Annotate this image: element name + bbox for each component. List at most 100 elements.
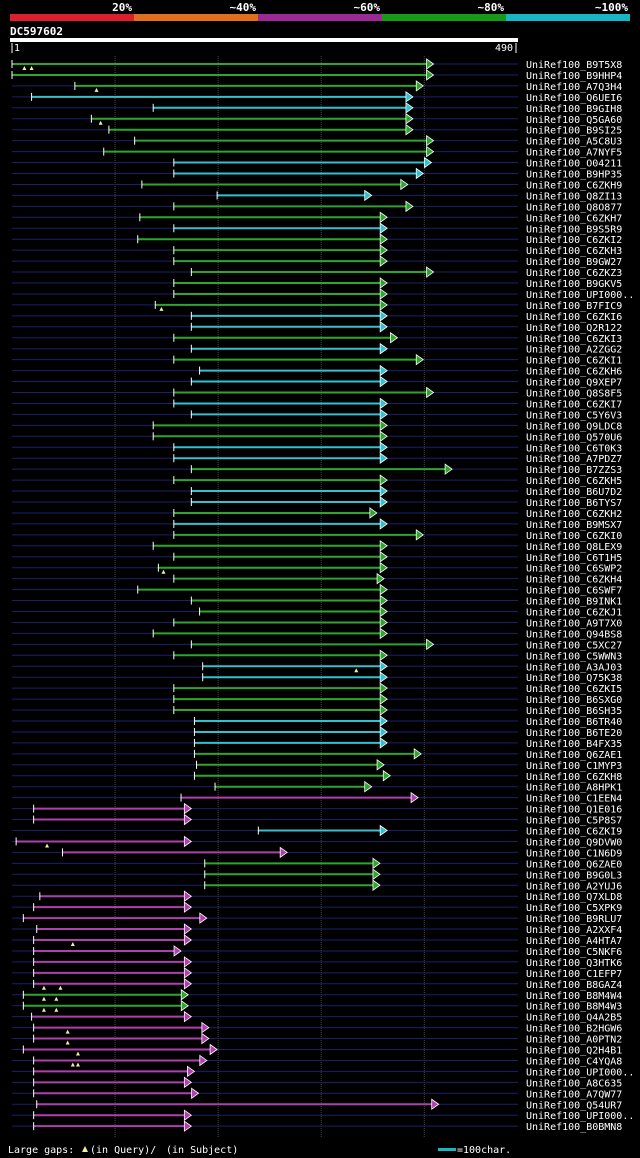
hit-row[interactable]: UniRef100_Q8S8F5	[12, 386, 622, 400]
hit-name[interactable]: UniRef100_Q9LDC8	[526, 421, 622, 432]
hit-name[interactable]: UniRef100_A9T7X0	[526, 618, 622, 629]
hit-row[interactable]: UniRef100_B6U7D2	[12, 485, 622, 498]
hit-name[interactable]: UniRef100_B4FX35	[526, 739, 622, 750]
hit-name[interactable]: UniRef100_B8M4W4	[526, 991, 622, 1002]
hit-name[interactable]: UniRef100_C6ZKH2	[526, 509, 622, 520]
hit-name[interactable]: UniRef100_UPI000..	[526, 290, 634, 301]
hit-name[interactable]: UniRef100_B9GW27	[526, 257, 622, 268]
hit-row[interactable]: UniRef100_A9T7X0	[12, 616, 622, 629]
hit-name[interactable]: UniRef100_C6ZKJ1	[526, 608, 622, 619]
hit-name[interactable]: UniRef100_C6ZKI2	[526, 235, 622, 246]
hit-row[interactable]: UniRef100_A7QW77	[12, 1087, 622, 1100]
query-id[interactable]: DC597602	[10, 25, 63, 38]
hit-name[interactable]: UniRef100_Q9DVW0	[526, 837, 622, 848]
hit-row[interactable]: UniRef100_A7NYF5	[12, 145, 622, 159]
hit-name[interactable]: UniRef100_B0BMN8	[526, 1122, 622, 1133]
hit-row[interactable]: UniRef100_B2HGW6	[12, 1021, 622, 1035]
hit-row[interactable]: UniRef100_C6ZKH4	[12, 572, 622, 586]
hit-row[interactable]: UniRef100_Q6ZAE1	[12, 748, 622, 761]
hit-row[interactable]: UniRef100_A7PDZ7	[12, 452, 622, 465]
hit-row[interactable]: UniRef100_B8M4W3	[12, 999, 622, 1013]
hit-row[interactable]: UniRef100_Q8O877	[12, 200, 622, 213]
hit-name[interactable]: UniRef100_C1EFP7	[526, 969, 622, 980]
hit-row[interactable]: UniRef100_C6ZKI2	[12, 233, 622, 246]
hit-name[interactable]: UniRef100_A4HTA7	[526, 936, 622, 947]
hit-name[interactable]: UniRef100_C1MYP3	[526, 761, 622, 772]
hit-name[interactable]: UniRef100_C1N6D9	[526, 848, 622, 859]
hit-row[interactable]: UniRef100_C6SWP2	[12, 561, 622, 575]
hit-row[interactable]: UniRef100_C6ZKH9	[12, 178, 622, 191]
hit-name[interactable]: UniRef100_C5NKF6	[526, 947, 622, 958]
hit-name[interactable]: UniRef100_C6ZKI9	[526, 827, 622, 838]
hit-row[interactable]: UniRef100_O04211	[12, 156, 622, 170]
hit-name[interactable]: UniRef100_C5Y6V3	[526, 410, 622, 421]
hit-row[interactable]: UniRef100_B9G0L3	[12, 868, 622, 881]
hit-name[interactable]: UniRef100_B8M4W3	[526, 1002, 622, 1013]
hit-name[interactable]: UniRef100_C6T0K3	[526, 443, 622, 454]
hit-name[interactable]: UniRef100_A7Q3H4	[526, 82, 622, 93]
hit-row[interactable]: UniRef100_B6TR40	[12, 715, 622, 728]
hit-name[interactable]: UniRef100_C1EEN4	[526, 794, 622, 805]
hit-name[interactable]: UniRef100_B9GKV5	[526, 279, 622, 290]
hit-name[interactable]: UniRef100_A2YUJ6	[526, 881, 622, 892]
hit-name[interactable]: UniRef100_B9RLU7	[526, 914, 622, 925]
hit-name[interactable]: UniRef100_Q8LEX9	[526, 542, 622, 553]
hit-name[interactable]: UniRef100_B9INK1	[526, 597, 622, 608]
hit-row[interactable]: UniRef100_Q8LEX9	[12, 540, 622, 553]
hit-row[interactable]: UniRef100_Q6UEI6	[12, 91, 622, 104]
hit-name[interactable]: UniRef100_C5P8S7	[526, 816, 622, 827]
hit-row[interactable]: UniRef100_UPI000..	[12, 1109, 634, 1122]
hit-row[interactable]: UniRef100_B9MSX7	[12, 518, 622, 531]
hit-row[interactable]: UniRef100_B6SXG0	[12, 693, 622, 706]
hit-row[interactable]: UniRef100_Q9LDC8	[12, 419, 622, 432]
hit-name[interactable]: UniRef100_C6ZKI3	[526, 334, 622, 345]
hit-row[interactable]: UniRef100_C6ZKH3	[12, 244, 622, 257]
hit-name[interactable]: UniRef100_C6ZKH4	[526, 575, 622, 586]
hit-row[interactable]: UniRef100_Q8ZI13	[12, 189, 622, 202]
hit-row[interactable]: UniRef100_C6ZKH2	[12, 507, 622, 520]
hit-row[interactable]: UniRef100_B6TYS7	[12, 496, 622, 509]
hit-row[interactable]: UniRef100_B0BMN8	[12, 1120, 622, 1133]
hit-name[interactable]: UniRef100_Q75K38	[526, 673, 622, 684]
hit-name[interactable]: UniRef100_B9MSX7	[526, 520, 622, 531]
hit-name[interactable]: UniRef100_A7QW77	[526, 1089, 622, 1100]
hit-row[interactable]: UniRef100_B6TE20	[12, 726, 622, 739]
hit-row[interactable]: UniRef100_A8C635	[12, 1076, 622, 1089]
hit-row[interactable]: UniRef100_C6ZKI1	[12, 353, 622, 367]
hit-name[interactable]: UniRef100_Q5GA60	[526, 115, 622, 126]
hit-row[interactable]: UniRef100_Q5GA60	[12, 112, 622, 126]
hit-row[interactable]: UniRef100_Q4A2B5	[12, 1010, 622, 1024]
hit-row[interactable]: UniRef100_B9HHP4	[11, 69, 622, 82]
hit-row[interactable]: UniRef100_C6SWF7	[12, 583, 622, 597]
hit-name[interactable]: UniRef100_O04211	[526, 159, 622, 170]
hit-row[interactable]: UniRef100_A5C8U3	[12, 134, 622, 148]
hit-name[interactable]: UniRef100_Q54UR7	[526, 1100, 622, 1111]
hit-name[interactable]: UniRef100_C6ZKI0	[526, 531, 622, 542]
hit-row[interactable]: UniRef100_A2ZGG2	[12, 342, 622, 356]
hit-name[interactable]: UniRef100_C6ZKZ3	[526, 268, 622, 279]
hit-name[interactable]: UniRef100_A2ZGG2	[526, 345, 622, 356]
hit-row[interactable]: UniRef100_Q6ZAE0	[12, 857, 622, 870]
hit-name[interactable]: UniRef100_A8HPK1	[526, 783, 622, 794]
hit-row[interactable]: UniRef100_C1N6D9	[12, 846, 622, 859]
hit-row[interactable]: UniRef100_Q75K38	[12, 671, 622, 684]
hit-name[interactable]: UniRef100_A8C635	[526, 1078, 622, 1089]
hit-row[interactable]: UniRef100_C1EEN4	[12, 791, 622, 805]
hit-name[interactable]: UniRef100_B9HP35	[526, 170, 622, 181]
hit-row[interactable]: UniRef100_C6ZKI9	[12, 824, 622, 838]
hit-name[interactable]: UniRef100_Q8O877	[526, 202, 622, 213]
hit-name[interactable]: UniRef100_C6ZKI1	[526, 356, 622, 367]
hit-name[interactable]: UniRef100_Q94BS8	[526, 629, 622, 640]
hit-name[interactable]: UniRef100_Q2H4B1	[526, 1046, 622, 1057]
hit-row[interactable]: UniRef100_Q9XEP7	[12, 375, 622, 389]
hit-row[interactable]: UniRef100_UPI000..	[12, 288, 634, 301]
hit-row[interactable]: UniRef100_A7Q3H4	[12, 80, 622, 93]
hit-name[interactable]: UniRef100_C6SWP2	[526, 564, 622, 575]
hit-row[interactable]: UniRef100_C6ZKI5	[12, 682, 622, 695]
hit-row[interactable]: UniRef100_C4YQA8	[12, 1054, 622, 1067]
hit-row[interactable]: UniRef100_A2YUJ6	[12, 879, 622, 892]
hit-name[interactable]: UniRef100_B9S5R9	[526, 224, 622, 235]
hit-name[interactable]: UniRef100_C6ZKH3	[526, 246, 622, 257]
hit-name[interactable]: UniRef100_C6ZKI7	[526, 399, 622, 410]
hit-name[interactable]: UniRef100_Q3HTK6	[526, 958, 622, 969]
